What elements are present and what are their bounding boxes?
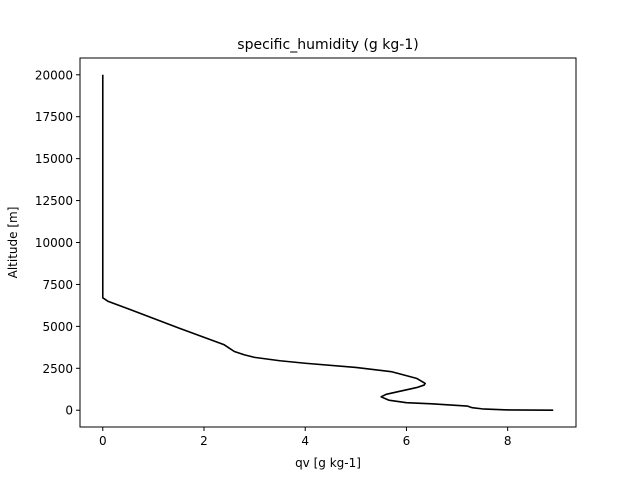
y-tick-label: 20000 xyxy=(35,68,73,82)
y-tick-label: 5000 xyxy=(42,320,73,334)
y-axis-label: Altitude [m] xyxy=(6,207,20,279)
y-tick-label: 7500 xyxy=(42,278,73,292)
y-tick-label: 2500 xyxy=(42,362,73,376)
y-tick-label: 12500 xyxy=(35,194,73,208)
x-tick-label: 4 xyxy=(301,434,309,448)
y-tick-label: 15000 xyxy=(35,152,73,166)
y-tick-label: 0 xyxy=(65,404,73,418)
x-tick-label: 8 xyxy=(504,434,512,448)
y-tick-label: 17500 xyxy=(35,110,73,124)
series-line-0 xyxy=(101,74,554,412)
y-tick-label: 10000 xyxy=(35,236,73,250)
x-tick-label: 0 xyxy=(99,434,107,448)
x-tick-label: 2 xyxy=(200,434,208,448)
y-axis: 0 2500 5000 7500 10000 12500 15000 17500 20000 xyxy=(35,68,80,418)
x-axis: 0 2 4 6 8 xyxy=(99,427,512,448)
chart-title: specific_humidity (g kg-1) xyxy=(237,37,418,53)
plot-area xyxy=(101,74,554,412)
x-tick-label: 6 xyxy=(403,434,411,448)
x-axis-label: qv [g kg-1] xyxy=(295,456,361,470)
